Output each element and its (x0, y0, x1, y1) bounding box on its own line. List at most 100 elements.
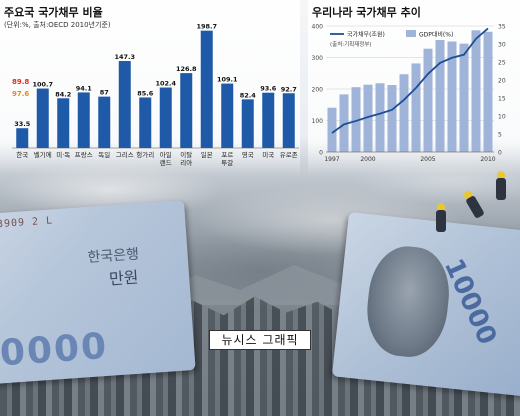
category-tick-label: 헝가리 (136, 150, 154, 159)
bar (200, 30, 213, 149)
bar (471, 30, 481, 152)
bar-value-label: 84.2 (55, 90, 71, 98)
bar-value-label: 85.6 (137, 89, 154, 97)
bar-value-label: 92.7 (281, 85, 297, 93)
y-right-tick-label: 15 (498, 96, 506, 103)
bar (139, 97, 152, 148)
bar (459, 43, 469, 152)
bar (262, 92, 275, 148)
banknote-denomination-word: 만원 (108, 267, 140, 289)
chart-title: 우리나라 국가채무 추이 (312, 6, 421, 19)
bar (339, 94, 349, 152)
category-tick-label: 포르 (221, 151, 233, 159)
bar (423, 48, 433, 152)
legend-label: 국가채무(조원) (347, 31, 385, 39)
y-right-tick-label: 5 (498, 132, 502, 139)
category-tick-label: 투갈 (221, 159, 233, 167)
legend-bar-swatch (406, 30, 416, 37)
category-tick-label: 일본 (201, 150, 213, 159)
bar-value-label: 198.7 (196, 23, 217, 31)
banknote-big-digits-left: 0000 (0, 325, 110, 375)
graphic-caption: 뉴시스 그래픽 (209, 330, 311, 350)
bar (435, 40, 445, 152)
bar (399, 74, 409, 152)
bar (447, 41, 457, 153)
y-right-tick-label: 35 (498, 24, 506, 31)
category-tick-label: 독일 (98, 150, 110, 159)
bar-value-label: 147.3 (114, 53, 135, 61)
banknote-puzzle-right: 10000 (331, 211, 520, 398)
bar-value-label: 33.5 (14, 120, 31, 128)
y-right-tick-label: 0 (498, 150, 502, 157)
bar (387, 85, 397, 152)
category-tick-label: 한국 (16, 151, 28, 159)
category-tick-label: 유로존 (280, 151, 298, 159)
bar-chart-svg: 89.8 97.6 33.5 한국 100.7 벨기에 84.2 미·독 94.1 프랑스 87 독일… (12, 23, 299, 167)
banknote-portrait (362, 242, 454, 361)
series-line (331, 27, 489, 134)
category-tick-label: 미·독 (56, 150, 70, 159)
bar (159, 87, 172, 148)
y-left-tick-label: 300 (312, 55, 324, 62)
y-right-tick-label: 25 (498, 60, 506, 67)
bar (327, 107, 337, 152)
bar (363, 84, 373, 152)
chart-subtitle: (단위:%, 출처:OECD 2010년기준) (4, 21, 111, 29)
y-right-tick-label: 20 (498, 78, 506, 85)
reference-label: 97.6 (12, 90, 29, 98)
x-tick-label: 2010 (480, 156, 495, 163)
x-tick-label: 2005 (420, 156, 435, 163)
category-tick-label: 미국 (262, 150, 274, 159)
category-tick-label: 영국 (242, 150, 254, 159)
worker-figure (436, 203, 446, 232)
y-left-tick-label: 100 (312, 118, 324, 125)
y-left-tick-label: 200 (312, 87, 324, 94)
worker-figure (496, 171, 506, 200)
bar (375, 83, 385, 152)
x-tick-label: 2000 (360, 156, 375, 163)
banknote-puzzle-left: 3909 2 L 한국은행 만원 0000 (0, 200, 196, 386)
bar (98, 96, 111, 148)
bar-value-label: 82.4 (240, 91, 257, 99)
category-tick-label: 그리스 (116, 150, 134, 159)
chart-panel-debt-ratio: 주요국 국가채무 비율 (단위:%, 출처:OECD 2010년기준) 89.8… (0, 0, 300, 175)
bar (351, 87, 361, 152)
chart-panel-debt-trend: 우리나라 국가채무 추이 0 100 200 300 400 0 5 10 15 20 25 30 35… (308, 0, 520, 175)
bar (180, 73, 193, 148)
combo-chart-svg: 0 100 200 300 400 0 5 10 15 20 25 30 35 1997 2000 2005 2… (312, 24, 506, 164)
y-right-tick-label: 10 (498, 114, 506, 121)
category-tick-label: 벨기에 (34, 150, 52, 159)
reference-label: 89.8 (12, 78, 29, 86)
legend-label: GDP대비(%) (419, 31, 453, 39)
x-tick-label: 1997 (324, 156, 339, 163)
bar-value-label: 94.1 (76, 84, 93, 92)
bar (241, 99, 254, 148)
bar (16, 128, 29, 148)
category-tick-label: 프랑스 (75, 151, 93, 159)
chart-title: 주요국 국가채무 비율 (4, 6, 103, 19)
bar-value-label: 87 (100, 89, 109, 97)
legend-note: (출처:기획재정부) (330, 40, 372, 48)
bar (77, 92, 90, 148)
category-tick-label: 이탈 (180, 150, 192, 159)
category-tick-label: 리아 (180, 158, 192, 167)
bar-value-label: 126.8 (176, 65, 197, 73)
bar (221, 83, 234, 148)
category-tick-label: 랜드 (160, 158, 172, 167)
bar (282, 93, 295, 148)
y-right-tick-label: 30 (498, 42, 506, 49)
y-left-tick-label: 0 (319, 150, 323, 157)
bar (483, 31, 493, 152)
bar (411, 63, 421, 152)
bar-value-label: 93.6 (260, 85, 277, 93)
category-tick-label: 아일 (160, 150, 172, 159)
bar (118, 61, 131, 148)
bar-value-label: 109.1 (217, 76, 238, 84)
bar-value-label: 102.4 (155, 80, 176, 88)
y-left-tick-label: 400 (312, 24, 324, 31)
bar (36, 88, 49, 148)
bar (57, 98, 70, 148)
banknote-serial: 3909 2 L (0, 215, 54, 231)
bar-value-label: 100.7 (32, 81, 53, 89)
